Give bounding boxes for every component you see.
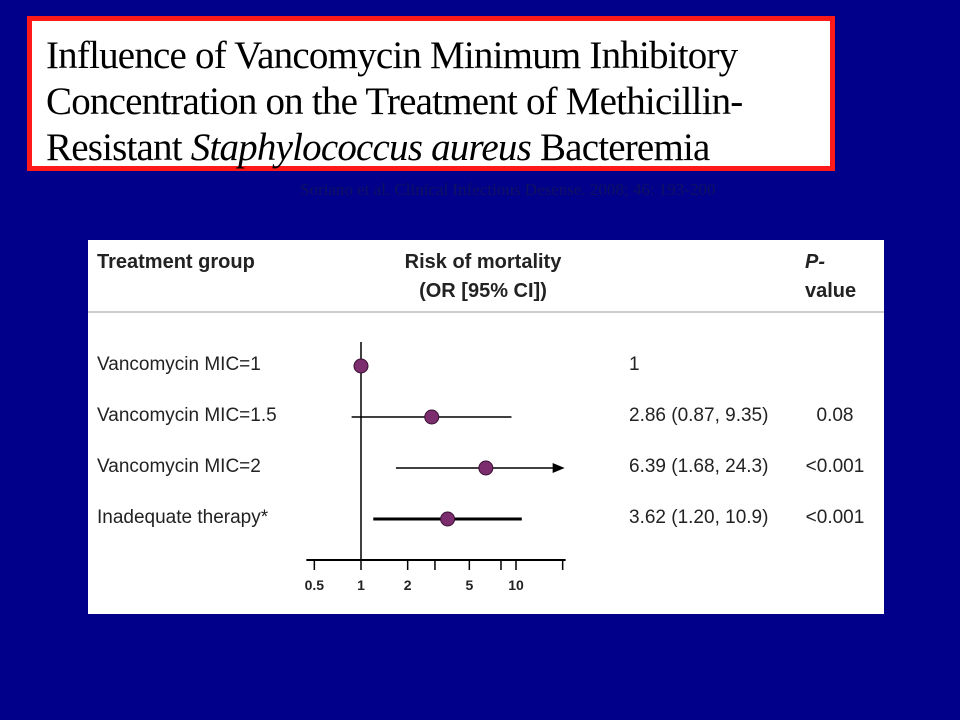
p-value-2: <0.001 bbox=[805, 456, 865, 477]
row-label-2: Vancomycin MIC=2 bbox=[97, 456, 261, 477]
header-p-line1: P- bbox=[805, 251, 825, 273]
title-organism: Staphylococcus aureus bbox=[190, 126, 532, 169]
point-2 bbox=[478, 460, 494, 476]
x-tick-label-0: 0.5 bbox=[305, 577, 325, 593]
citation: Soriano et al. Clinical Infectious Desen… bbox=[300, 180, 716, 199]
point-1 bbox=[424, 409, 440, 425]
row-label-3: Inadequate therapy* bbox=[97, 507, 269, 528]
x-tick-label-1: 1 bbox=[357, 577, 365, 593]
or-value-3: 3.62 (1.20, 10.9) bbox=[629, 507, 769, 528]
p-value-1: 0.08 bbox=[816, 405, 854, 426]
point-3 bbox=[440, 511, 456, 527]
point-0 bbox=[353, 358, 369, 374]
or-value-0: 1 bbox=[629, 354, 640, 375]
or-value-2: 6.39 (1.68, 24.3) bbox=[629, 456, 769, 477]
header-risk-line1: Risk of mortality bbox=[404, 251, 562, 273]
ci-arrow-2 bbox=[552, 463, 565, 473]
row-label-1: Vancomycin MIC=1.5 bbox=[97, 405, 277, 426]
title-box: Influence of Vancomycin Minimum Inhibito… bbox=[27, 16, 835, 171]
x-tick-label-2: 2 bbox=[404, 577, 412, 593]
x-tick-label-4: 10 bbox=[508, 577, 524, 593]
row-label-0: Vancomycin MIC=1 bbox=[97, 354, 261, 375]
title-line-2: Concentration on the Treatment of Methic… bbox=[46, 80, 743, 123]
title-line-3-pre: Resistant bbox=[46, 126, 191, 169]
header-treatment-group: Treatment group bbox=[97, 251, 255, 273]
title-line-3-post: Bacteremia bbox=[531, 126, 710, 169]
header-p-line2: value bbox=[805, 280, 857, 302]
title-line-1: Influence of Vancomycin Minimum Inhibito… bbox=[46, 34, 738, 77]
or-value-1: 2.86 (0.87, 9.35) bbox=[629, 405, 769, 426]
title-line-3: Resistant Staphylococcus aureus Bacterem… bbox=[46, 125, 816, 171]
header-risk-line2: (OR [95% CI]) bbox=[419, 280, 547, 302]
x-tick-label-3: 5 bbox=[465, 577, 473, 593]
forest-plot-panel: 0.5 1 2 5 10 Treatment group Risk of mortali… bbox=[88, 240, 884, 614]
forest-plot-svg: 0.5 1 2 5 10 bbox=[88, 311, 884, 593]
p-value-3: <0.001 bbox=[805, 507, 865, 528]
